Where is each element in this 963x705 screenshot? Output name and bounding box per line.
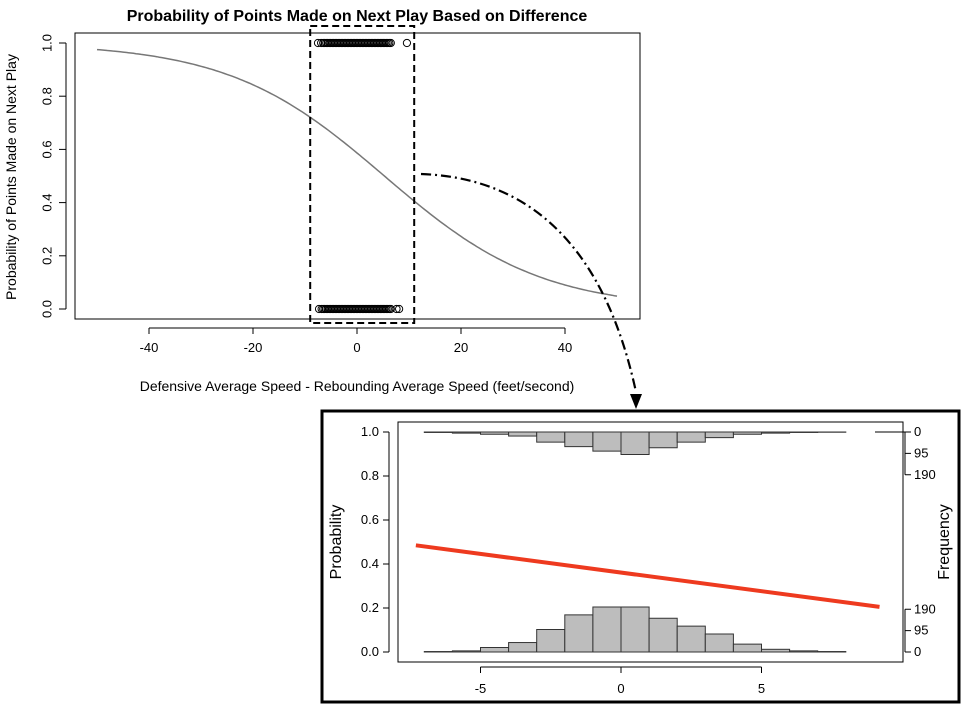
histogram-bar — [648, 617, 678, 653]
histogram-bar — [732, 431, 763, 435]
data-point — [386, 304, 395, 314]
inset-outer-frame — [320, 409, 961, 704]
histogram-bar — [704, 431, 734, 439]
histogram-bar — [676, 625, 706, 653]
data-point — [317, 304, 326, 314]
inset-y-axis: 0.0 0.2 0.4 0.6 0.8 1.0 — [361, 424, 390, 659]
top-chart-title: Probability of Points Made on Next Play … — [127, 8, 588, 25]
inset-y-tick-label: 0.4 — [361, 556, 379, 571]
top-y-axis-label: Probability of Points Made on Next Play — [3, 54, 19, 300]
top-y-tick-label: 0.4 — [39, 194, 54, 212]
data-point — [317, 38, 326, 48]
top-x-tick-label: 0 — [353, 340, 360, 355]
data-point — [395, 304, 404, 314]
histogram-bar — [648, 431, 678, 449]
data-points — [313, 38, 412, 314]
inset-chart: 0.0 0.2 0.4 0.6 0.8 1.0 -5 0 5 0 95 190 190 95 0 Pro… — [320, 409, 961, 704]
data-point — [313, 38, 323, 48]
top-x-tick-label: 20 — [454, 340, 468, 355]
top-y-tick-label: 0.2 — [39, 247, 54, 265]
histogram-bar — [592, 606, 622, 653]
histogram-bar — [451, 431, 481, 434]
top-y-tick-label: 0.6 — [39, 140, 54, 158]
histogram-bar — [676, 431, 706, 443]
highlight-box — [309, 25, 416, 324]
inset-y-axis-label: Probability — [328, 505, 345, 580]
inset-x-tick-label: 5 — [758, 681, 765, 696]
histogram-bar — [761, 648, 791, 653]
histogram-top — [423, 431, 847, 455]
top-x-tick-label: -40 — [140, 340, 159, 355]
histogram-bar — [620, 606, 650, 653]
top-y-tick-label: 1.0 — [39, 34, 54, 52]
inset-y-tick-label: 0.0 — [361, 644, 379, 659]
histogram-bar — [761, 431, 791, 434]
inset-freq-axis-label: Frequency — [936, 504, 953, 580]
data-point — [392, 304, 401, 314]
histogram-bar — [704, 633, 734, 653]
freq-tick-label: 0 — [914, 424, 921, 439]
freq-tick-label: 95 — [914, 445, 928, 460]
freq-tick-label: 0 — [914, 644, 921, 659]
freq-tick-label: 190 — [914, 467, 936, 482]
data-point — [314, 304, 324, 314]
top-x-tick-label: 40 — [558, 340, 572, 355]
freq-tick-label: 190 — [914, 601, 936, 616]
top-y-tick-label: 0.8 — [39, 87, 54, 105]
top-chart: Probability of Points Made on Next Play … — [3, 8, 641, 394]
inset-x-axis: -5 0 5 — [475, 666, 765, 696]
inset-y-tick-label: 0.2 — [361, 600, 379, 615]
histogram-bar — [536, 629, 566, 653]
top-plot-frame — [74, 32, 641, 320]
inset-frequency-axis: 0 95 190 190 95 0 — [875, 424, 936, 659]
top-y-axis: 0.0 0.2 0.4 0.6 0.8 1.0 — [39, 34, 67, 318]
histogram-bar — [508, 431, 538, 437]
histogram-bar — [732, 643, 763, 653]
inset-plot-frame — [397, 421, 904, 663]
connector-arrow — [420, 172, 638, 393]
top-x-axis-label: Defensive Average Speed - Rebounding Ave… — [140, 378, 575, 394]
histogram-bottom — [423, 606, 847, 653]
histogram-bar — [620, 431, 650, 455]
inset-x-tick-label: -5 — [475, 681, 487, 696]
logistic-curve — [96, 48, 618, 297]
histogram-bar — [508, 642, 538, 653]
histogram-bar — [789, 650, 819, 653]
histogram-bar — [564, 431, 594, 448]
histogram-bar — [480, 431, 510, 435]
inset-x-tick-label: 0 — [617, 681, 624, 696]
histogram-bar — [564, 614, 594, 653]
top-x-tick-label: -20 — [244, 340, 263, 355]
data-point — [402, 38, 412, 48]
histogram-bar — [536, 431, 566, 443]
data-point — [386, 38, 395, 48]
top-y-tick-label: 0.0 — [39, 300, 54, 318]
histogram-bar — [451, 650, 481, 653]
arrow-head — [630, 394, 642, 409]
inset-y-tick-label: 0.6 — [361, 512, 379, 527]
fitted-probability-line — [415, 543, 880, 609]
inset-y-tick-label: 0.8 — [361, 468, 379, 483]
top-x-axis: -40 -20 0 20 40 — [140, 327, 572, 355]
freq-tick-label: 95 — [914, 623, 928, 638]
histogram-bar — [592, 431, 622, 452]
histogram-bar — [480, 647, 510, 653]
inset-y-tick-label: 1.0 — [361, 424, 379, 439]
